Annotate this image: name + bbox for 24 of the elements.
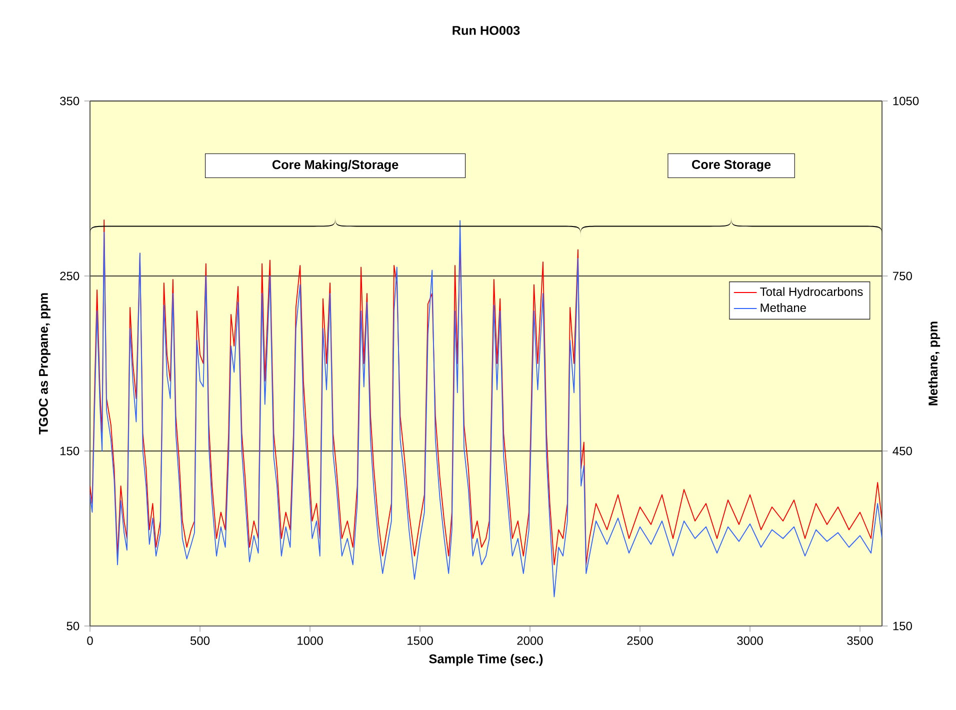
y-tick-label: 50 (66, 622, 80, 630)
annotation: Core Making/Storage (272, 160, 398, 172)
y2-tick-label: 1050 (893, 96, 919, 106)
legend-label: Methane (760, 303, 806, 312)
x-tick-label: 500 (190, 636, 210, 645)
y2-tick-label: 750 (893, 272, 912, 280)
y-tick-label: 350 (60, 96, 80, 106)
y-tick-label: 250 (60, 272, 80, 280)
x-tick-label: 2000 (517, 636, 543, 645)
y2-axis-title: Methane, ppm (928, 322, 940, 406)
y-tick-label: 150 (60, 446, 80, 456)
x-tick-label: 2500 (627, 636, 653, 645)
chart-title: Run HO003 (452, 26, 520, 35)
x-tick-label: 3500 (847, 636, 873, 645)
x-tick-label: 3000 (737, 636, 763, 645)
x-tick-label: 1000 (298, 636, 323, 645)
x-tick-label: 1500 (408, 636, 433, 645)
y-axis-title: TGOC as Propane, ppm (38, 293, 50, 434)
x-tick-label: 0 (87, 636, 93, 645)
x-axis-title: Sample Time (sec.) (429, 654, 543, 666)
y2-tick-label: 150 (893, 622, 912, 630)
annotation: Core Storage (692, 160, 771, 172)
legend-label: Total Hydrocarbons (760, 287, 863, 298)
y2-tick-label: 450 (892, 446, 912, 456)
